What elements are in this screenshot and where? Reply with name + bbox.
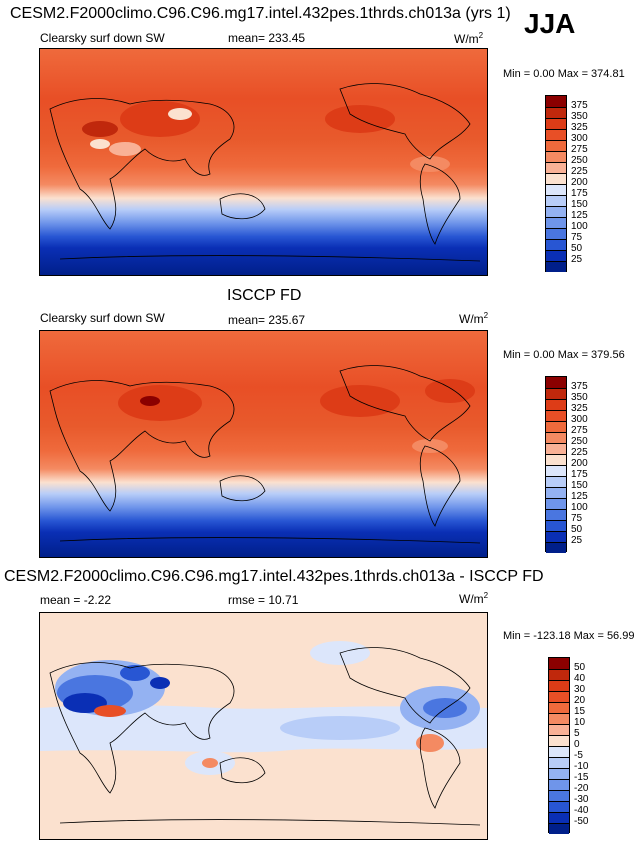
- panel1-colorbar-tick: 200: [571, 177, 588, 188]
- panel3-rmse: rmse = 10.71: [228, 593, 299, 607]
- panel3-colorbar-tick: 0: [574, 739, 580, 750]
- panel3-minmax: Min = -123.18 Max = 56.99: [503, 630, 635, 642]
- panel2-coastlines: [49, 365, 481, 544]
- panel3-colorbar-tick: -40: [574, 805, 589, 816]
- panel1-colorbar-tick: 150: [571, 199, 588, 210]
- panel2-colorbar-tick: 50: [571, 524, 583, 535]
- panel2-colorbar-tick: 200: [571, 458, 588, 469]
- panel1-map-svg: [40, 49, 487, 275]
- panel1-colorbar-tick: 25: [571, 254, 583, 265]
- panel2-colorbar-tick: 175: [571, 469, 588, 480]
- panel2-title: ISCCP FD: [227, 287, 302, 304]
- panel3-colorbar-tick: 15: [574, 706, 586, 717]
- panel2-field-label: Clearsky surf down SW: [40, 311, 165, 325]
- panel1-colorbar-tick: 175: [571, 188, 588, 199]
- panel2-mean: mean= 235.67: [228, 313, 306, 327]
- panel3-units: W/m2: [459, 591, 489, 606]
- panel1-colorbar: [545, 95, 567, 272]
- panel2-colorbar-tick: 300: [571, 414, 588, 425]
- panel3-colorbar-tick: 10: [574, 717, 586, 728]
- panel3-difference-field: [40, 613, 487, 775]
- panel2-colorbar-tick: 350: [571, 392, 588, 403]
- case-title: CESM2.F2000climo.C96.C96.mg17.intel.432p…: [10, 5, 511, 22]
- panel2-colorbar-tick: 150: [571, 480, 588, 491]
- panel3-mean: mean = -2.22: [40, 593, 112, 607]
- panel2-colorbar-tick: 250: [571, 436, 588, 447]
- panel2-colorbar-tick: 100: [571, 502, 588, 513]
- panel3-map: [39, 612, 488, 840]
- panel2-minmax: Min = 0.00 Max = 379.56: [503, 349, 625, 361]
- panel1-colorbar-tick: 250: [571, 155, 588, 166]
- panel3-colorbar-tick: 50: [574, 662, 586, 673]
- panel3-colorbar-tick: -20: [574, 783, 589, 794]
- panel2-colorbar-tick: 275: [571, 425, 588, 436]
- panel3-colorbar-tick: 5: [574, 728, 580, 739]
- panel3-colorbar-tick: 30: [574, 684, 586, 695]
- panel3-map-svg: [40, 613, 487, 839]
- panel1-colorbar-tick: 275: [571, 144, 588, 155]
- panel1-colorbar-tick: 225: [571, 166, 588, 177]
- panel3-title: CESM2.F2000climo.C96.C96.mg17.intel.432p…: [4, 568, 544, 585]
- panel1-field-label: Clearsky surf down SW: [40, 31, 165, 45]
- panel3-colorbar: [548, 657, 570, 834]
- panel3-colorbar-tick: -5: [574, 750, 583, 761]
- panel1-coastlines: [49, 83, 481, 262]
- panel2-colorbar-tick: 25: [571, 535, 583, 546]
- panel1-colorbar-tick: 75: [571, 232, 583, 243]
- panel1-map: [39, 48, 488, 276]
- panel2-units: W/m2: [459, 311, 489, 326]
- panel1-colorbar-tick: 325: [571, 122, 588, 133]
- panel3-colorbar-tick: 20: [574, 695, 586, 706]
- panel2-map: [39, 330, 488, 558]
- panel1-hotspots: [82, 101, 450, 172]
- panel1-mean: mean= 233.45: [228, 31, 306, 45]
- panel3-colorbar-tick: -15: [574, 772, 589, 783]
- panel2-colorbar-tick: 75: [571, 513, 583, 524]
- panel1-units: W/m2: [454, 31, 484, 46]
- panel3-colorbar-tick: -50: [574, 816, 589, 827]
- panel1-colorbar-tick: 350: [571, 111, 588, 122]
- panel1-colorbar-tick: 300: [571, 133, 588, 144]
- panel1-colorbar-tick: 375: [571, 100, 588, 111]
- panel2-colorbar-tick: 125: [571, 491, 588, 502]
- panel2-colorbar: [545, 376, 567, 553]
- panel3-colorbar-tick: 40: [574, 673, 586, 684]
- panel2-map-svg: [40, 331, 487, 557]
- panel1-colorbar-tick: 100: [571, 221, 588, 232]
- panel3-colorbar-tick: -10: [574, 761, 589, 772]
- panel1-minmax: Min = 0.00 Max = 374.81: [503, 68, 625, 80]
- panel3-colorbar-tick: -30: [574, 794, 589, 805]
- panel2-colorbar-tick: 225: [571, 447, 588, 458]
- panel1-colorbar-tick: 125: [571, 210, 588, 221]
- panel2-colorbar-tick: 375: [571, 381, 588, 392]
- panel3-coastlines: [49, 647, 481, 826]
- season-label: JJA: [524, 8, 576, 39]
- panel1-colorbar-tick: 50: [571, 243, 583, 254]
- panel2-colorbar-tick: 325: [571, 403, 588, 414]
